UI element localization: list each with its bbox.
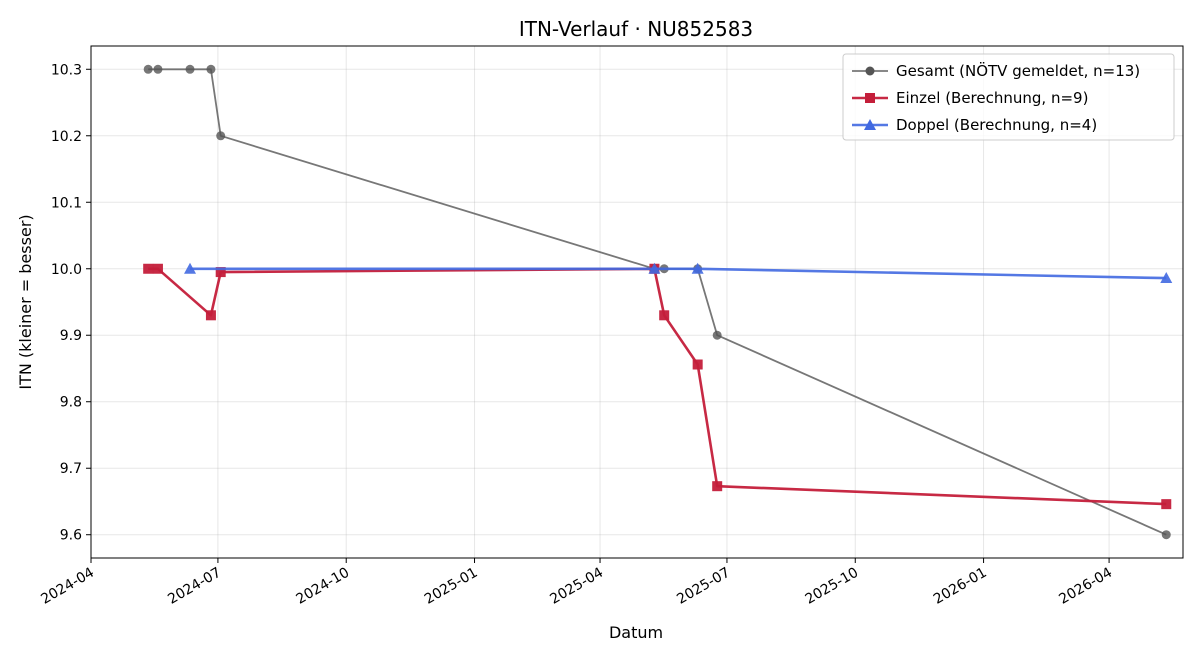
- y-axis-label: ITN (kleiner = besser): [16, 214, 35, 389]
- y-tick-label: 10.2: [51, 129, 82, 145]
- series-3: [184, 262, 1173, 284]
- y-tick-label: 10.1: [51, 195, 82, 211]
- data-point: [215, 267, 226, 278]
- y-tick-label: 9.7: [60, 461, 82, 477]
- x-tick-label: 2024-10: [294, 565, 353, 608]
- data-point: [1161, 499, 1172, 510]
- data-point: [691, 262, 704, 274]
- data-point: [153, 64, 163, 74]
- data-point: [659, 310, 670, 321]
- y-tick-label: 9.8: [60, 395, 82, 411]
- legend-marker: [865, 66, 875, 76]
- data-point: [712, 330, 722, 340]
- y-tick-label: 10.3: [51, 62, 82, 78]
- data-point: [1161, 530, 1171, 540]
- x-tick-label: 2026-01: [931, 565, 990, 608]
- data-point: [692, 359, 703, 370]
- y-tick-label: 10.0: [51, 262, 82, 278]
- legend-box: [842, 53, 1175, 141]
- legend-marker: [864, 119, 876, 130]
- data-series: [143, 64, 1173, 540]
- data-point: [184, 262, 197, 274]
- plot-area-frame: [90, 45, 1184, 559]
- x-tick-label: 2025-10: [803, 565, 862, 608]
- x-tick-label: 2026-04: [1056, 565, 1115, 608]
- legend-label: Einzel (Berechnung, n=9): [896, 89, 1088, 107]
- x-tick-label: 2024-04: [38, 565, 97, 608]
- data-point: [206, 64, 216, 74]
- data-point: [185, 64, 195, 74]
- data-point: [216, 131, 226, 141]
- y-tick-label: 9.9: [60, 328, 82, 344]
- legend: Gesamt (NÖTV gemeldet, n=13) Einzel (Bere…: [842, 53, 1175, 141]
- x-axis-label: Datum: [609, 623, 663, 642]
- x-tick-label: 2024-07: [165, 565, 224, 608]
- data-point: [712, 481, 723, 492]
- x-tick-label: 2025-04: [547, 565, 606, 608]
- x-tick-label: 2025-07: [674, 565, 733, 608]
- x-axis-ticks: 2024-04 2024-07 2024-10 2025-01 2025-04 2025-…: [38, 558, 1115, 608]
- series-line: [148, 267, 1167, 506]
- legend-label: Gesamt (NÖTV gemeldet, n=13): [896, 61, 1140, 80]
- data-point: [205, 310, 216, 321]
- legend-marker: [865, 93, 875, 103]
- y-axis-ticks: 9.6 9.7 9.8 9.9 10.0 10.1 10.2 10.3: [51, 62, 91, 544]
- data-point: [1160, 272, 1173, 284]
- y-tick-label: 9.6: [60, 528, 82, 544]
- series-line: [190, 267, 1167, 280]
- x-tick-label: 2025-01: [422, 565, 481, 608]
- data-point: [648, 262, 661, 274]
- legend-label: Doppel (Berechnung, n=4): [896, 116, 1097, 134]
- chart-title: ITN-Verlauf · NU852583: [519, 17, 753, 41]
- data-point: [152, 263, 163, 274]
- data-point: [143, 263, 154, 274]
- series-2: [143, 263, 1172, 510]
- series-line: [148, 68, 1167, 536]
- data-point: [143, 64, 153, 74]
- series-1: [143, 64, 1171, 540]
